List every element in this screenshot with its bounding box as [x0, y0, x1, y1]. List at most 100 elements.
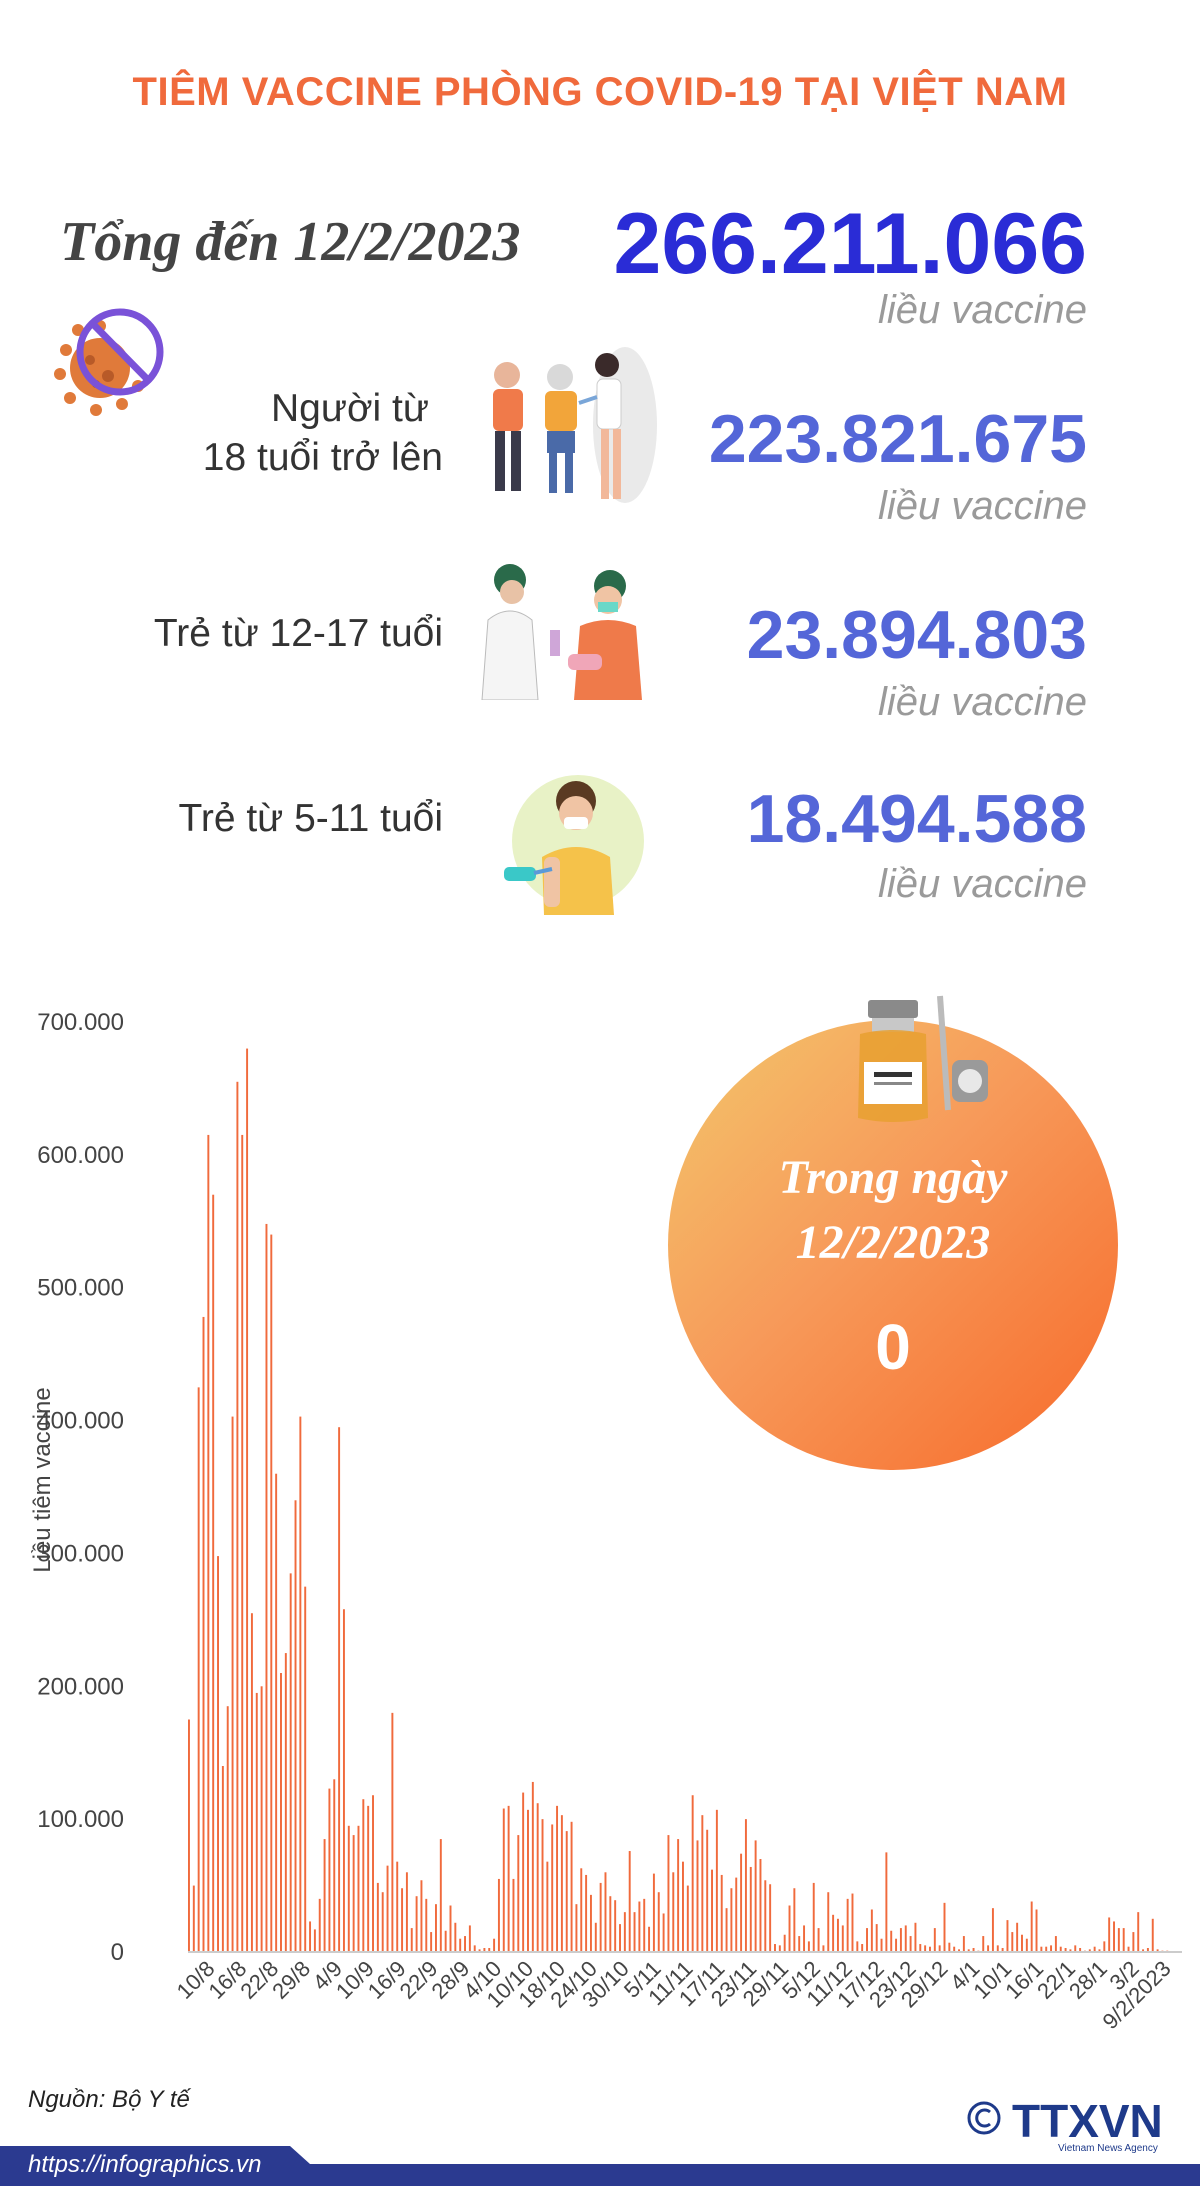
bar — [735, 1877, 738, 1952]
group-child-unit: liều vaccine — [877, 862, 1087, 906]
bar — [744, 1819, 747, 1952]
bar — [246, 1048, 249, 1952]
bar — [197, 1387, 200, 1952]
bar — [338, 1427, 341, 1952]
bar — [425, 1898, 428, 1952]
bar — [691, 1795, 694, 1952]
bar — [1069, 1949, 1072, 1952]
bar — [774, 1944, 776, 1952]
bar — [280, 1673, 282, 1952]
today-value: 0 — [875, 1311, 911, 1383]
bar — [347, 1825, 350, 1952]
bar — [449, 1905, 452, 1952]
bar — [226, 1706, 229, 1952]
bar — [410, 1928, 413, 1952]
bar — [1040, 1946, 1043, 1952]
bar — [1137, 1912, 1140, 1952]
bar — [512, 1878, 515, 1952]
brand-subtitle: Vietnam News Agency — [1058, 2143, 1158, 2154]
bar — [221, 1766, 224, 1952]
bar — [899, 1928, 902, 1952]
bar — [836, 1918, 839, 1952]
bar — [1059, 1946, 1062, 1952]
bar — [565, 1831, 568, 1952]
group-adult-label: Người từ 18 tuổi trở lên — [203, 385, 443, 483]
bar — [599, 1882, 602, 1952]
bar — [841, 1925, 844, 1952]
bar — [953, 1946, 956, 1952]
bar — [376, 1882, 379, 1952]
bar — [415, 1896, 418, 1952]
y-tick-label: 200.000 — [37, 1673, 124, 1700]
bar — [904, 1925, 907, 1952]
bar — [764, 1880, 767, 1952]
bar — [987, 1945, 990, 1952]
bar — [827, 1892, 830, 1952]
bar — [342, 1609, 345, 1952]
brand-logo: TTXVN — [1012, 2094, 1163, 2148]
bar — [231, 1416, 234, 1952]
bar — [275, 1473, 278, 1952]
bar — [289, 1573, 292, 1952]
today-label-line2: 12/2/2023 — [795, 1216, 991, 1269]
bar — [386, 1865, 389, 1952]
bar — [328, 1788, 331, 1952]
bar — [299, 1416, 302, 1952]
bar — [454, 1922, 457, 1952]
bar — [1108, 1917, 1111, 1952]
bar — [236, 1081, 239, 1952]
bar — [212, 1194, 215, 1952]
bar — [570, 1821, 573, 1952]
bar — [652, 1873, 655, 1952]
today-label-line1: Trong ngày — [778, 1151, 1008, 1204]
bar — [333, 1779, 336, 1952]
total-unit: liều vaccine — [877, 288, 1087, 332]
bar — [1006, 1920, 1009, 1952]
bar — [541, 1819, 544, 1952]
bar — [478, 1949, 481, 1952]
bar — [1093, 1946, 1096, 1952]
bar — [783, 1934, 786, 1952]
bar — [1016, 1922, 1019, 1952]
vaccine-vial-icon — [858, 995, 988, 1122]
bar — [522, 1792, 525, 1952]
bar — [439, 1839, 442, 1952]
bar — [890, 1930, 893, 1952]
bar — [846, 1898, 849, 1952]
bar — [924, 1945, 927, 1952]
bar — [250, 1613, 253, 1952]
bar — [720, 1874, 723, 1952]
bar — [391, 1712, 394, 1952]
bar — [265, 1223, 268, 1952]
total-value: 266.211.066 — [613, 196, 1087, 292]
page-title: TIÊM VACCINE PHÒNG COVID-19 TẠI VIỆT NAM — [132, 70, 1068, 114]
bar — [1127, 1946, 1130, 1952]
bar — [803, 1925, 806, 1952]
bar — [832, 1914, 835, 1952]
bar — [1142, 1949, 1145, 1952]
bar — [1074, 1945, 1077, 1952]
bar — [943, 1902, 946, 1952]
bar — [507, 1805, 510, 1952]
bar — [1064, 1948, 1067, 1952]
bar — [996, 1945, 999, 1952]
bar — [657, 1892, 660, 1952]
y-tick-label: 600.000 — [37, 1142, 124, 1169]
bar — [672, 1872, 675, 1952]
bar — [643, 1898, 646, 1952]
bar — [778, 1945, 781, 1952]
bar — [207, 1134, 210, 1952]
bar — [594, 1922, 597, 1952]
bar — [696, 1840, 699, 1952]
bar — [357, 1825, 360, 1952]
bar — [1045, 1946, 1048, 1952]
bar — [1132, 1932, 1135, 1952]
bar — [701, 1815, 704, 1952]
bar — [580, 1868, 583, 1952]
bar — [972, 1948, 975, 1952]
bar — [493, 1938, 496, 1952]
bar — [313, 1929, 316, 1952]
bar — [948, 1942, 951, 1952]
group-adult-value: 223.821.675 — [708, 401, 1087, 477]
footer-url-link[interactable]: https://infographics.vn — [28, 2151, 262, 2178]
